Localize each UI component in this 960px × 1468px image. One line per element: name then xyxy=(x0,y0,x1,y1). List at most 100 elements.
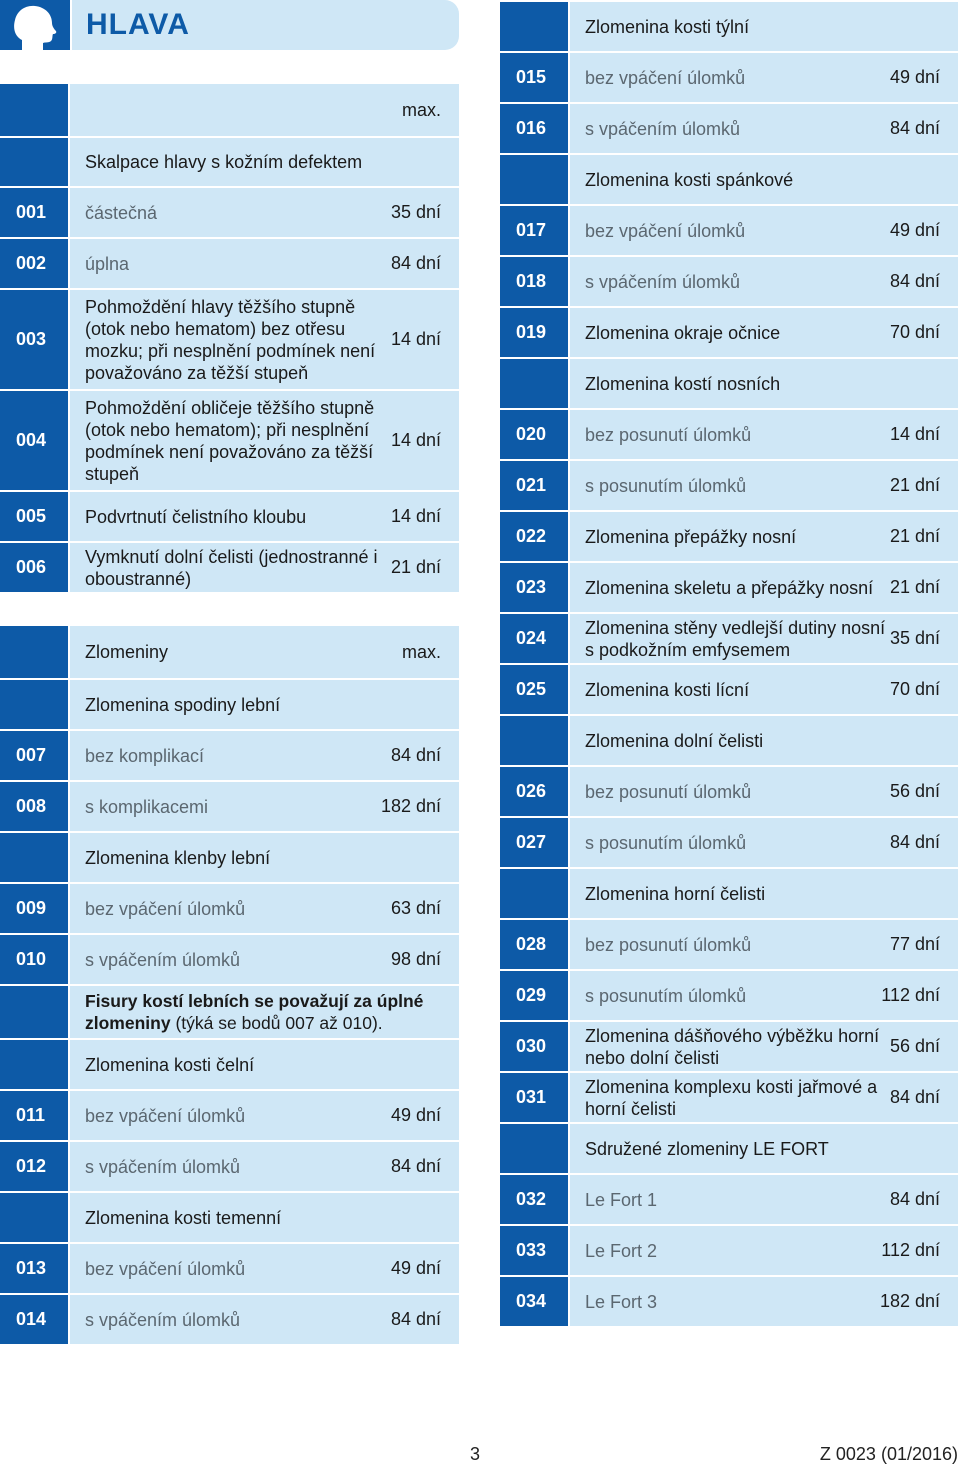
item-max-days: 21 dní xyxy=(889,475,940,495)
item-code xyxy=(500,359,568,408)
table-row: 019 Zlomenina okraje očnice 70 dní xyxy=(500,308,958,357)
item-code: 009 xyxy=(0,884,68,933)
table-row: 014 s vpáčením úlomků 84 dní xyxy=(0,1295,459,1344)
item-content: Zlomenina okraje očnice 70 dní xyxy=(570,308,958,357)
item-code xyxy=(500,716,568,765)
table-row: 011 bez vpáčení úlomků 49 dní xyxy=(0,1091,459,1140)
item-content: Zlomeniny max. xyxy=(70,626,459,678)
item-label: s vpáčením úlomků xyxy=(585,118,741,139)
table-row: 008 s komplikacemi 182 dní xyxy=(0,782,459,831)
item-label: s vpáčením úlomků xyxy=(85,949,241,970)
item-content: Zlomenina kosti čelní xyxy=(70,1040,459,1089)
item-label: Le Fort 1 xyxy=(585,1189,658,1210)
document-code: Z 0023 (01/2016) xyxy=(819,1444,958,1464)
item-content: částečná 35 dní xyxy=(70,188,459,237)
item-content: Podvrtnutí čelistního kloubu 14 dní xyxy=(70,492,459,541)
item-label: Zlomenina kosti čelní xyxy=(85,1054,255,1075)
table-row: 034 Le Fort 3 182 dní xyxy=(500,1277,958,1326)
item-code: 004 xyxy=(0,391,68,490)
item-content: s vpáčením úlomků 84 dní xyxy=(570,257,958,306)
item-content: bez komplikací 84 dní xyxy=(70,731,459,780)
item-content: Zlomenina kosti temenní xyxy=(70,1193,459,1242)
item-code: 008 xyxy=(0,782,68,831)
item-label: bez vpáčení úlomků xyxy=(85,898,246,919)
table-row: Zlomenina kosti čelní xyxy=(0,1040,459,1089)
item-label: Zlomenina přepážky nosní xyxy=(585,526,797,547)
item-code xyxy=(0,626,68,678)
item-max-days: max. xyxy=(401,641,441,662)
item-content: bez vpáčení úlomků 49 dní xyxy=(70,1091,459,1140)
table-row: Zlomenina kosti spánkové xyxy=(500,155,958,204)
table-row: Zlomenina dolní čelisti xyxy=(500,716,958,765)
item-max-days: 182 dní xyxy=(879,1291,940,1311)
item-label: Zlomenina skeletu a přepážky nosní xyxy=(585,577,874,598)
item-label: s posunutím úlomků xyxy=(585,475,747,496)
table-gap xyxy=(0,594,459,626)
item-label: částečná xyxy=(85,202,158,223)
item-label: Pohmoždění hlavy těžšího stupně (otok ne… xyxy=(85,296,376,383)
right-table: Zlomenina kosti týlní 015 bez vpáčení úlom… xyxy=(500,2,958,1328)
item-content: s vpáčením úlomků 84 dní xyxy=(70,1142,459,1191)
table-row: Skalpace hlavy s kožním defektem xyxy=(0,138,459,186)
item-max-days: 49 dní xyxy=(390,1105,441,1125)
item-label: Zlomeniny xyxy=(85,642,169,662)
item-code xyxy=(500,2,568,51)
item-code xyxy=(0,84,68,136)
item-content: s komplikacemi 182 dní xyxy=(70,782,459,831)
item-code xyxy=(500,869,568,918)
item-content: Zlomenina kosti lícní 70 dní xyxy=(570,665,958,714)
item-content: Fisury kostí lebních se považují za úpln… xyxy=(70,986,459,1038)
table-row: 030 Zlomenina dášňového výběžku horní neb… xyxy=(500,1022,958,1071)
item-content: bez posunutí úlomků 56 dní xyxy=(570,767,958,816)
item-label: Zlomenina okraje očnice xyxy=(585,322,781,343)
table-row: 016 s vpáčením úlomků 84 dní xyxy=(500,104,958,153)
item-max-days: 84 dní xyxy=(390,253,441,273)
head-profile-icon xyxy=(0,0,70,50)
table-row: Zlomeniny max. xyxy=(0,626,459,678)
item-code xyxy=(0,833,68,882)
note-bold-text: Fisury kostí lebních se považují za úpln… xyxy=(85,991,424,1033)
table-row: 010 s vpáčením úlomků 98 dní xyxy=(0,935,459,984)
table-row: 013 bez vpáčení úlomků 49 dní xyxy=(0,1244,459,1293)
item-label: Zlomenina dášňového výběžku horní nebo d… xyxy=(585,1025,880,1068)
item-max-days: 112 dní xyxy=(881,1240,940,1260)
item-max-days: 112 dní xyxy=(881,985,940,1005)
item-code: 016 xyxy=(500,104,568,153)
item-label: Pohmoždění obličeje těžšího stupně (otok… xyxy=(85,397,375,484)
item-content: Zlomenina kostí nosních xyxy=(570,359,958,408)
item-content: Zlomenina dášňového výběžku horní nebo d… xyxy=(570,1022,958,1071)
table-row: 028 bez posunutí úlomků 77 dní xyxy=(500,920,958,969)
item-label: Zlomenina kosti temenní xyxy=(85,1207,282,1228)
item-code: 028 xyxy=(500,920,568,969)
item-label: bez posunutí úlomků xyxy=(585,934,752,955)
item-code: 013 xyxy=(0,1244,68,1293)
item-content: s vpáčením úlomků 84 dní xyxy=(570,104,958,153)
item-label: Zlomenina horní čelisti xyxy=(585,883,766,904)
item-code xyxy=(0,986,68,1038)
item-content: s posunutím úlomků 112 dní xyxy=(570,971,958,1020)
item-max-days: 84 dní xyxy=(390,1309,441,1329)
item-content: bez posunutí úlomků 14 dní xyxy=(570,410,958,459)
item-max-days: 49 dní xyxy=(889,220,940,240)
table-row: 005 Podvrtnutí čelistního kloubu 14 dní xyxy=(0,492,459,541)
item-content: Skalpace hlavy s kožním defektem xyxy=(70,138,459,186)
table-row: 021 s posunutím úlomků 21 dní xyxy=(500,461,958,510)
item-content: Le Fort 2 112 dní xyxy=(570,1226,958,1275)
item-content: úplna 84 dní xyxy=(70,239,459,288)
table-row: 006 Vymknutí dolní čelisti (jednostranné … xyxy=(0,543,459,592)
item-label: Sdružené zlomeniny LE FORT xyxy=(585,1138,829,1159)
table-row: 020 bez posunutí úlomků 14 dní xyxy=(500,410,958,459)
item-label: Zlomenina dolní čelisti xyxy=(585,730,764,751)
item-content: s posunutím úlomků 21 dní xyxy=(570,461,958,510)
table-row: 032 Le Fort 1 84 dní xyxy=(500,1175,958,1224)
left-table: max. Skalpace hlavy s kožním defektem 001 č… xyxy=(0,84,459,1346)
item-content: Sdružené zlomeniny LE FORT xyxy=(570,1124,958,1173)
item-label: bez komplikací xyxy=(85,745,205,766)
table-row: 018 s vpáčením úlomků 84 dní xyxy=(500,257,958,306)
item-label: Le Fort 3 xyxy=(585,1291,658,1312)
item-max-days: 14 dní xyxy=(889,424,940,444)
item-label: Fisury kostí lebních se považují za úpln… xyxy=(85,990,441,1034)
item-code: 024 xyxy=(500,614,568,663)
item-max-days: 84 dní xyxy=(889,1189,940,1209)
item-max-days: 14 dní xyxy=(390,506,441,526)
